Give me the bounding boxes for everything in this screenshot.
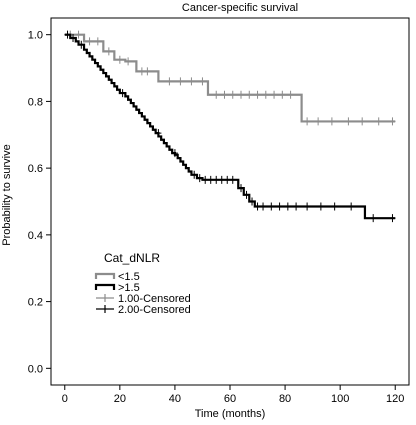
censor-mark [331, 202, 338, 211]
censor-mark [116, 55, 123, 64]
legend-title: Cat_dNLR [104, 251, 160, 265]
censor-mark [224, 175, 231, 184]
x-tick-label: 120 [386, 393, 404, 405]
censor-mark [221, 90, 228, 99]
censor-mark [304, 202, 311, 211]
censor-mark [315, 117, 322, 126]
censor-mark [359, 117, 366, 126]
censor-mark [119, 89, 126, 98]
legend-swatch-censor [96, 305, 114, 313]
censor-mark [293, 202, 300, 211]
censor-mark [254, 202, 261, 211]
x-tick-label: 0 [62, 393, 68, 405]
censor-mark [229, 90, 236, 99]
censor-mark [64, 30, 71, 39]
censor-mark [171, 149, 178, 158]
censor-mark [246, 90, 253, 99]
censor-mark [328, 117, 335, 126]
y-tick-label: 1.0 [28, 30, 43, 42]
legend-swatch-censor [96, 294, 114, 302]
x-tick-label: 40 [169, 393, 181, 405]
censor-mark [207, 175, 214, 184]
censor-mark [70, 34, 77, 43]
censor-mark [238, 90, 245, 99]
censor-mark [166, 77, 173, 86]
censor-mark [177, 77, 184, 86]
y-tick-label: 0.8 [28, 96, 43, 108]
censor-mark [254, 90, 261, 99]
censor-mark [78, 40, 85, 49]
series-layer [64, 30, 396, 223]
x-axis-label: Time (months) [195, 408, 266, 420]
censor-mark [238, 184, 245, 193]
y-axis-label: Probability to survive [1, 144, 13, 246]
censor-mark [188, 77, 195, 86]
x-tick-label: 80 [279, 393, 291, 405]
censor-mark [389, 214, 396, 223]
censor-mark [249, 197, 256, 206]
censor-mark [144, 67, 151, 76]
censor-mark [196, 174, 203, 183]
y-tick-label: 0.2 [28, 297, 43, 309]
censor-mark [345, 117, 352, 126]
censor-mark [389, 117, 396, 126]
x-axis: 0 20 40 60 80 100 120 [62, 385, 404, 405]
chart-title: Cancer-specific survival [182, 2, 298, 14]
censor-mark [213, 90, 220, 99]
censor-mark [279, 90, 286, 99]
censor-mark [243, 190, 250, 199]
censor-mark [138, 67, 145, 76]
censor-mark [370, 214, 377, 223]
y-tick-label: 0.0 [28, 363, 43, 375]
censor-mark [262, 90, 269, 99]
legend-label: 2.00-Censored [118, 304, 191, 316]
y-tick-label: 0.6 [28, 163, 43, 175]
censor-mark [213, 175, 220, 184]
y-axis: 0.0 0.2 0.4 0.6 0.8 1.0 [28, 30, 51, 375]
censor-mark [199, 77, 206, 86]
censor-mark [202, 175, 209, 184]
series-line-2 [64, 33, 396, 220]
censor-mark [348, 202, 355, 211]
censor-mark [191, 170, 198, 179]
series-line-1 [64, 33, 396, 123]
legend-swatch-line [94, 272, 116, 279]
censor-mark [218, 175, 225, 184]
censor-mark [260, 202, 267, 211]
censor-mark [287, 90, 294, 99]
censor-mark [284, 202, 291, 211]
censor-mark [94, 37, 101, 46]
censor-mark [229, 175, 236, 184]
y-tick-label: 0.4 [28, 230, 43, 242]
legend-label: <1.5 [118, 271, 140, 283]
legend-label: 1.00-Censored [118, 293, 191, 305]
legend-swatch-line [94, 283, 116, 290]
censor-mark [317, 202, 324, 211]
x-tick-label: 60 [224, 393, 236, 405]
censor-mark [268, 202, 275, 211]
censor-mark [304, 117, 311, 126]
censor-mark [155, 129, 162, 138]
legend: Cat_dNLR <1.5>1.51.00-Censored2.00-Censo… [94, 251, 191, 316]
censor-mark [105, 47, 112, 56]
x-tick-label: 20 [114, 393, 126, 405]
censor-mark [86, 37, 93, 46]
censor-mark [276, 202, 283, 211]
legend-label: >1.5 [118, 282, 140, 294]
censor-mark [271, 90, 278, 99]
x-tick-label: 100 [331, 393, 349, 405]
censor-mark [125, 57, 132, 66]
censor-mark [375, 117, 382, 126]
censor-mark [75, 30, 82, 39]
